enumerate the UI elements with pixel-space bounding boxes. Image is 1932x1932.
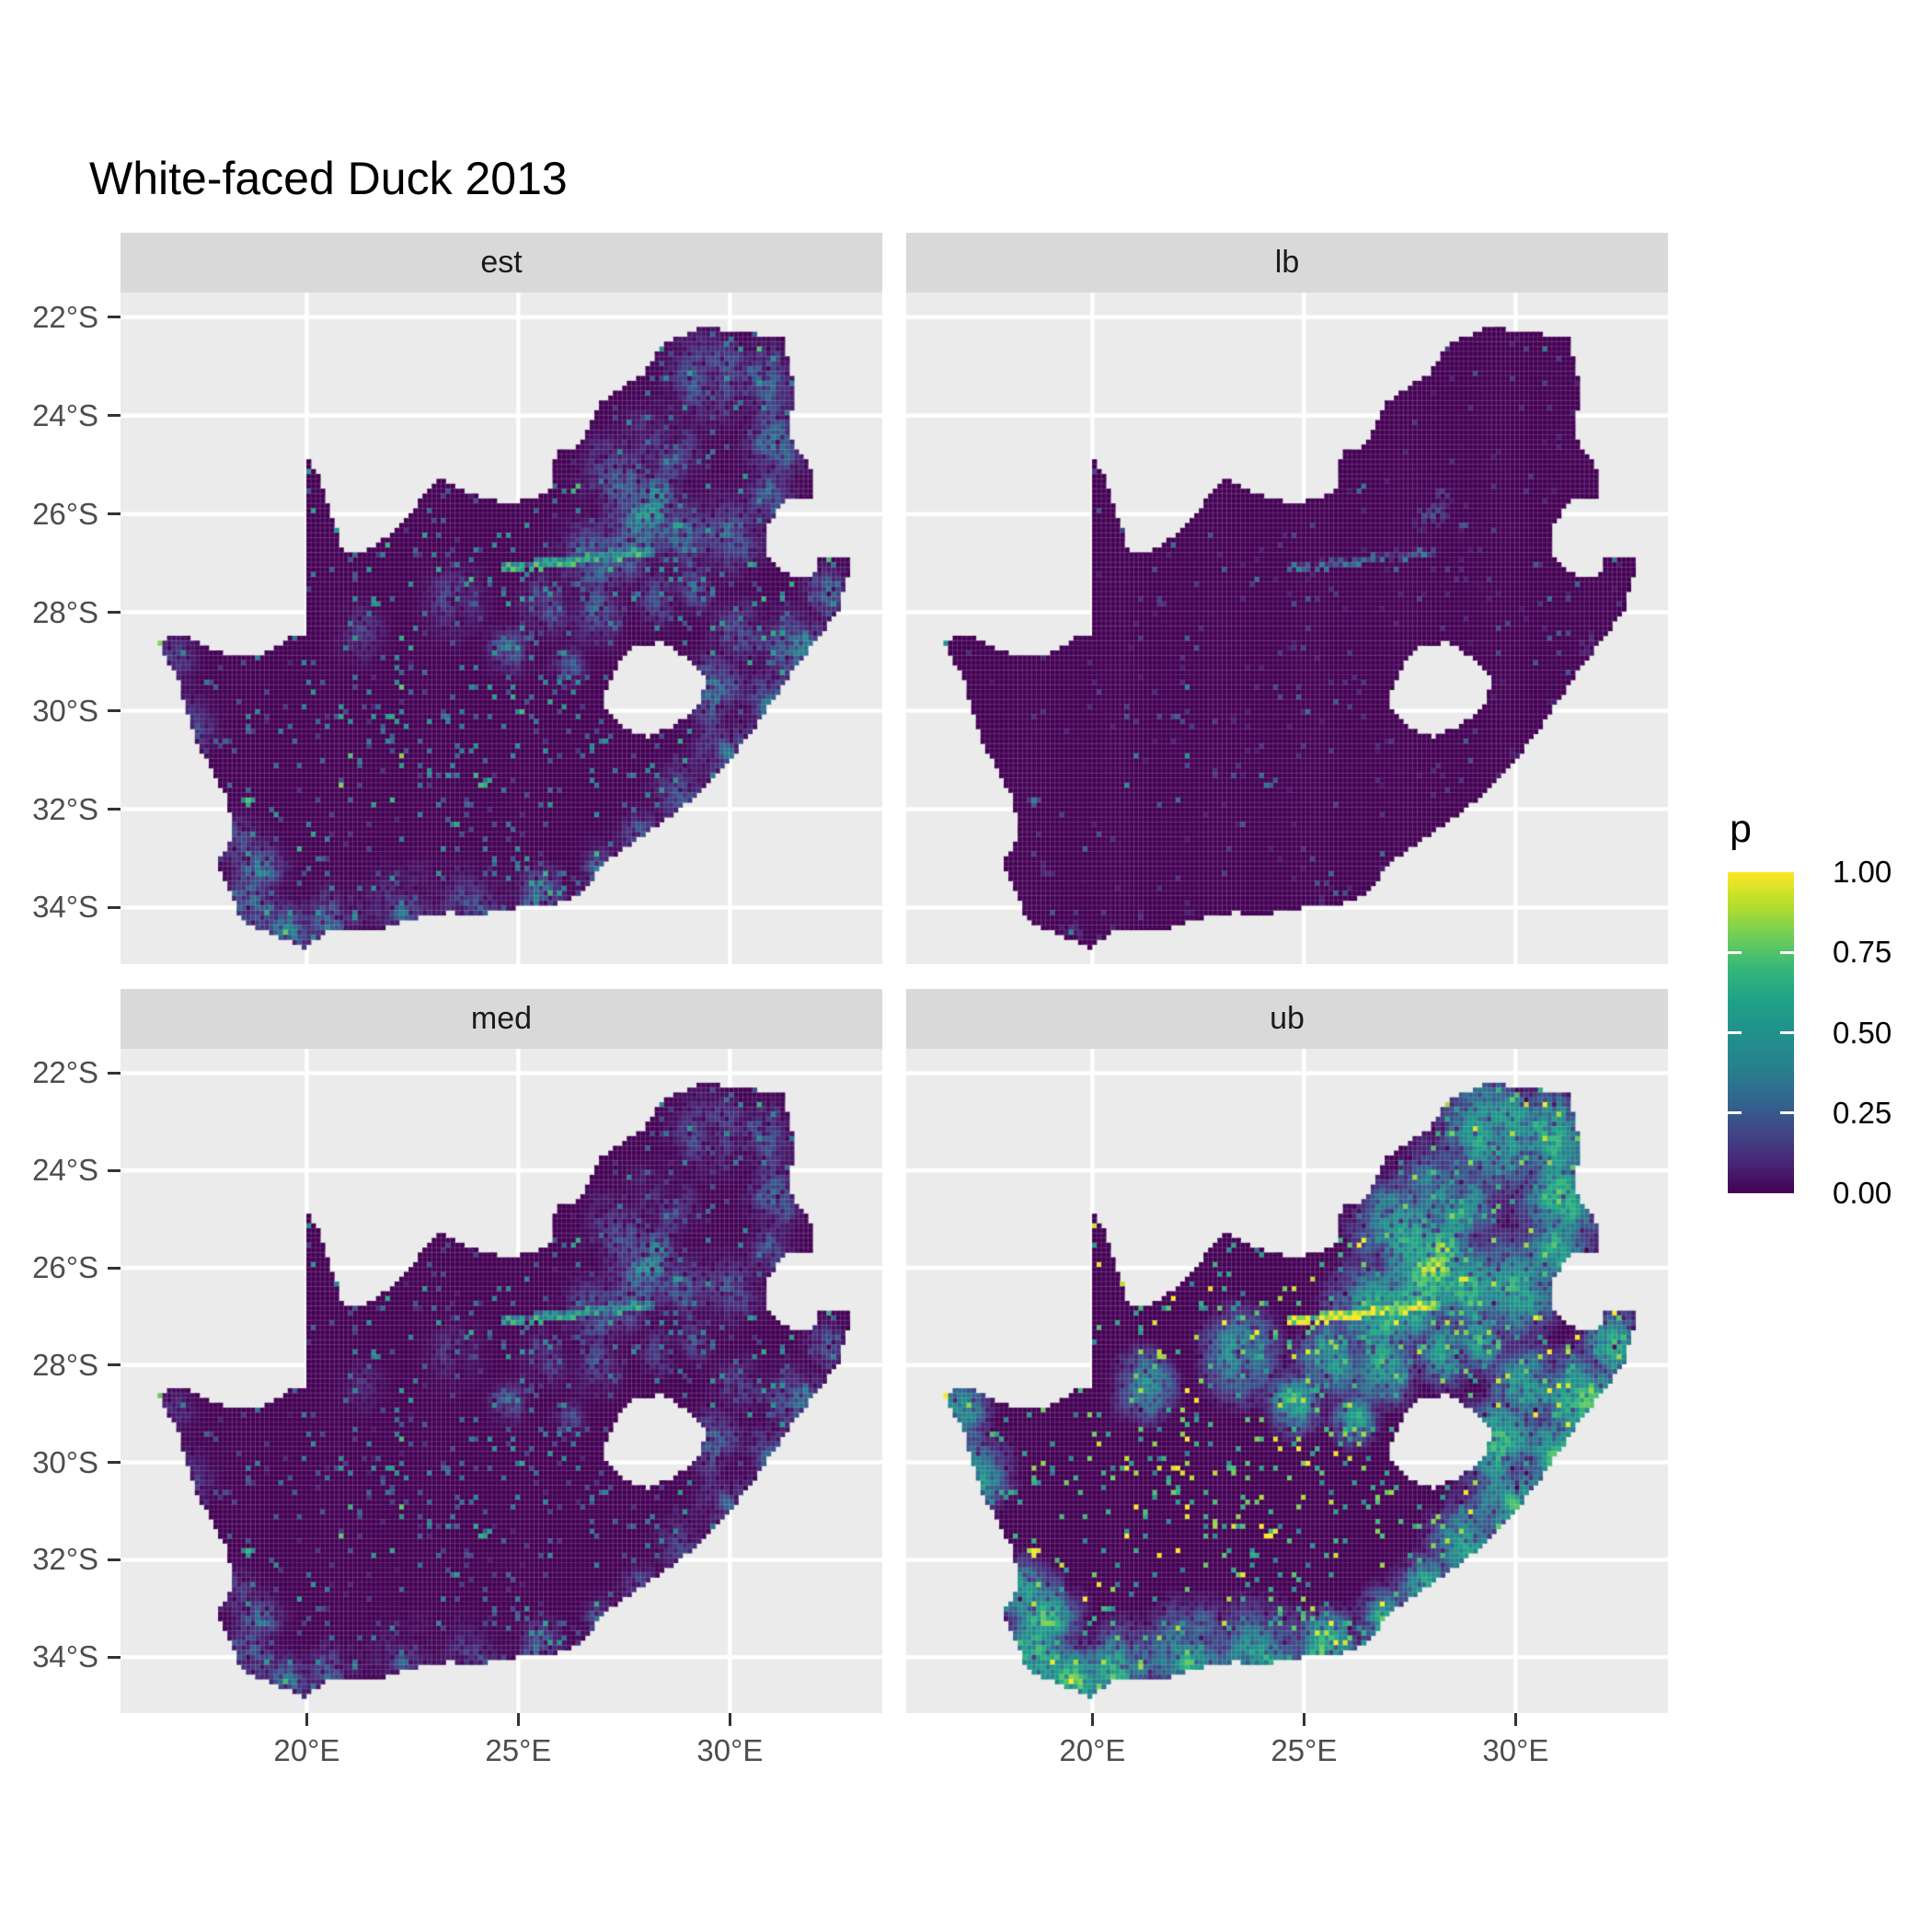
plot-title: White-faced Duck 2013 <box>89 153 568 204</box>
y-axis-tick-label: 26°S <box>32 1250 98 1285</box>
legend-tick-mark <box>1728 1031 1742 1034</box>
legend-tick-mark <box>1728 950 1742 954</box>
y-axis-tick-label: 26°S <box>32 496 98 531</box>
y-axis-tick-label: 34°S <box>32 1639 98 1674</box>
y-axis-tick-mark <box>108 709 121 713</box>
y-axis-tick-mark <box>108 512 121 516</box>
y-axis-tick-label: 22°S <box>32 1055 98 1090</box>
facet-panel-lb <box>906 293 1668 964</box>
x-axis-tick-mark <box>516 1713 520 1726</box>
y-axis-tick-mark <box>108 1655 121 1659</box>
y-axis-tick-mark <box>108 905 121 909</box>
y-axis-tick-mark <box>108 1071 121 1075</box>
legend-tick-label: 0.75 <box>1833 935 1892 970</box>
y-axis-tick-mark <box>108 1168 121 1172</box>
y-axis-tick-label: 28°S <box>32 1347 98 1382</box>
y-axis-tick-mark <box>108 808 121 811</box>
map-canvas-est <box>121 293 882 964</box>
x-axis-tick-label: 25°E <box>485 1733 552 1767</box>
y-axis-tick-mark <box>108 316 121 319</box>
y-axis-tick-mark <box>108 414 121 418</box>
y-axis-tick-label: 28°S <box>32 594 98 629</box>
legend-tick-mark <box>1728 1111 1742 1115</box>
y-axis-tick-mark <box>108 611 121 615</box>
y-axis-tick-label: 24°S <box>32 1153 98 1188</box>
map-canvas-med <box>121 1049 882 1713</box>
y-axis-tick-mark <box>108 1558 121 1561</box>
x-axis-tick-mark <box>1513 1713 1517 1726</box>
legend-tick-label: 0.00 <box>1833 1176 1892 1210</box>
legend-tick-mark <box>1780 1031 1794 1034</box>
facet-strip-med: med <box>121 989 882 1049</box>
facet-panel-ub <box>906 1049 1668 1713</box>
map-canvas-ub <box>906 1049 1668 1713</box>
x-axis-tick-label: 25°E <box>1271 1733 1338 1767</box>
legend-tick-label: 0.50 <box>1833 1015 1892 1050</box>
facet-label-lb: lb <box>1274 245 1300 280</box>
y-axis-tick-label: 22°S <box>32 299 98 334</box>
facet-strip-ub: ub <box>906 989 1668 1049</box>
y-axis-tick-label: 32°S <box>32 791 98 826</box>
y-axis-tick-label: 24°S <box>32 397 98 432</box>
legend-title: p <box>1730 807 1752 851</box>
y-axis-tick-mark <box>108 1266 121 1270</box>
facet-label-med: med <box>470 1001 533 1036</box>
y-axis-tick-label: 30°S <box>32 1444 98 1479</box>
y-axis-tick-label: 34°S <box>32 890 98 925</box>
y-axis-tick-mark <box>108 1363 121 1367</box>
legend-tick-label: 0.25 <box>1833 1095 1892 1130</box>
facet-label-est: est <box>480 245 523 280</box>
x-axis-tick-label: 30°E <box>696 1733 764 1767</box>
facet-panel-med <box>121 1049 882 1713</box>
y-axis-tick-label: 32°S <box>32 1542 98 1577</box>
x-axis-tick-mark <box>1090 1713 1094 1726</box>
facet-strip-lb: lb <box>906 233 1668 293</box>
x-axis-tick-mark <box>1302 1713 1305 1726</box>
legend-tick-mark <box>1780 1111 1794 1115</box>
legend-tick-mark <box>1780 950 1794 954</box>
x-axis-tick-label: 20°E <box>1059 1733 1126 1767</box>
facet-panel-est <box>121 293 882 964</box>
x-axis-tick-mark <box>728 1713 731 1726</box>
facet-strip-est: est <box>121 233 882 293</box>
y-axis-tick-label: 30°S <box>32 693 98 728</box>
x-axis-tick-label: 30°E <box>1482 1733 1549 1767</box>
x-axis-tick-mark <box>305 1713 308 1726</box>
y-axis-tick-mark <box>108 1461 121 1465</box>
legend-tick-label: 1.00 <box>1833 855 1892 889</box>
x-axis-tick-label: 20°E <box>273 1733 340 1767</box>
facet-label-ub: ub <box>1270 1001 1305 1036</box>
map-canvas-lb <box>906 293 1668 964</box>
